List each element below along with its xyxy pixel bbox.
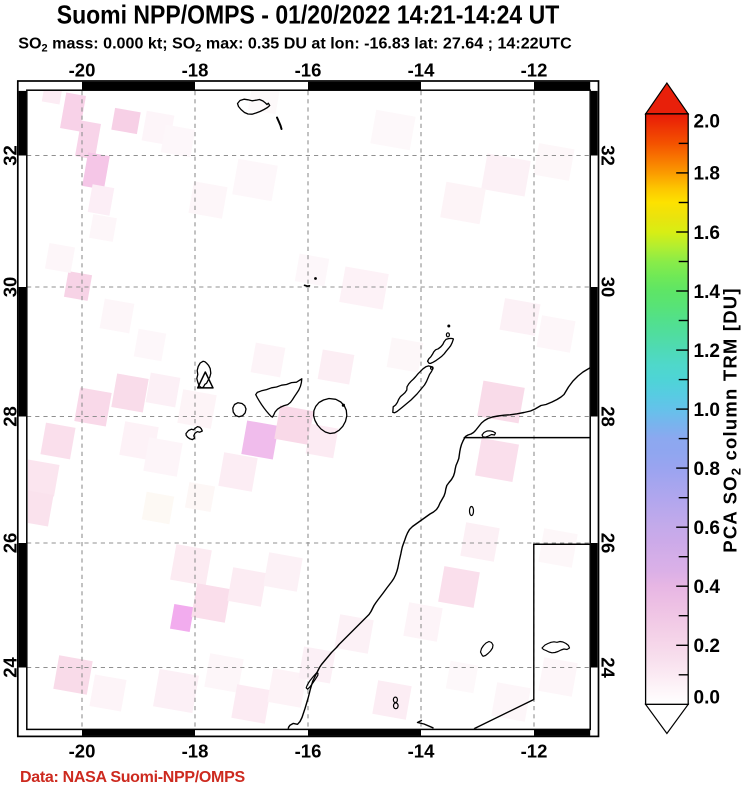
svg-text:0.8: 0.8 <box>694 459 720 480</box>
svg-text:-18: -18 <box>182 60 209 81</box>
svg-text:Suomi NPP/OMPS - 01/20/2022 14: Suomi NPP/OMPS - 01/20/2022 14:21-14:24 … <box>57 1 560 30</box>
svg-text:1.8: 1.8 <box>694 164 720 185</box>
svg-text:30: 30 <box>598 277 619 298</box>
svg-text:0.6: 0.6 <box>694 518 720 539</box>
svg-text:-16: -16 <box>295 60 322 81</box>
svg-text:-18: -18 <box>182 741 209 762</box>
svg-text:-12: -12 <box>521 741 548 762</box>
svg-text:-14: -14 <box>408 60 435 81</box>
svg-text:-14: -14 <box>408 741 435 762</box>
svg-text:-12: -12 <box>521 60 548 81</box>
svg-text:Data: NASA Suomi-NPP/OMPS: Data: NASA Suomi-NPP/OMPS <box>20 769 245 786</box>
svg-text:24: 24 <box>598 657 619 678</box>
svg-text:26: 26 <box>598 533 619 554</box>
svg-text:26: 26 <box>0 533 21 554</box>
svg-text:1.6: 1.6 <box>694 223 720 244</box>
svg-text:0.4: 0.4 <box>694 577 721 598</box>
svg-text:-20: -20 <box>69 60 96 81</box>
svg-text:PCA SO2 column TRM [DU]: PCA SO2 column TRM [DU] <box>720 287 743 552</box>
svg-text:32: 32 <box>0 145 21 166</box>
svg-text:0.2: 0.2 <box>694 636 720 657</box>
svg-text:32: 32 <box>598 145 619 166</box>
svg-text:0.0: 0.0 <box>694 687 720 708</box>
svg-text:28: 28 <box>598 406 619 427</box>
svg-text:30: 30 <box>0 277 21 298</box>
svg-text:-20: -20 <box>69 741 96 762</box>
svg-text:1.2: 1.2 <box>694 341 720 362</box>
svg-text:28: 28 <box>0 406 21 427</box>
svg-text:2.0: 2.0 <box>694 111 720 132</box>
svg-text:24: 24 <box>0 657 21 678</box>
svg-text:SO2 mass: 0.000 kt; SO2 max: 0: SO2 mass: 0.000 kt; SO2 max: 0.35 DU at … <box>18 35 572 55</box>
svg-text:1.4: 1.4 <box>694 282 721 303</box>
svg-text:1.0: 1.0 <box>694 400 720 421</box>
svg-text:-16: -16 <box>295 741 322 762</box>
